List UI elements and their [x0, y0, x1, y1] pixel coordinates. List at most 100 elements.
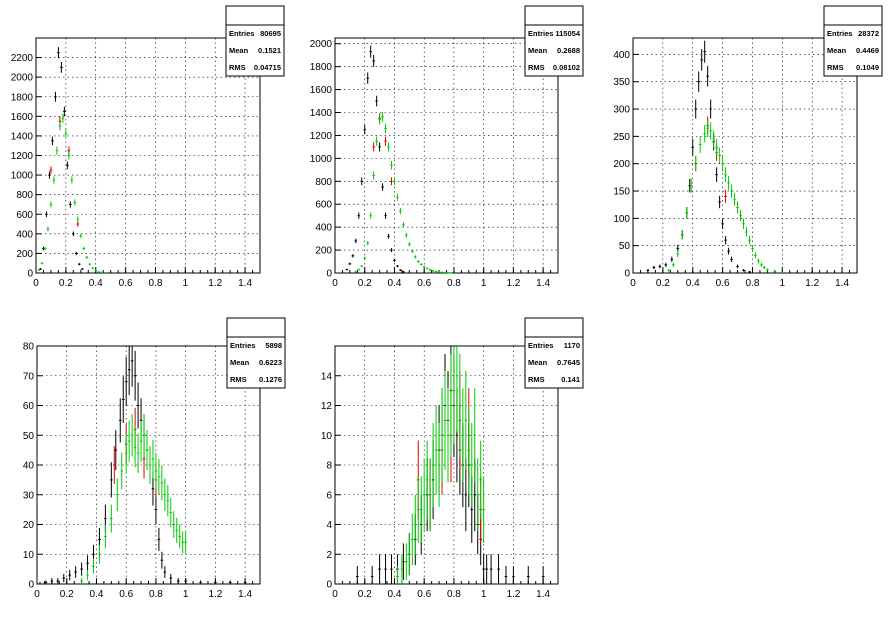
- data-point: [50, 166, 53, 174]
- y-tick-label: 1000: [11, 171, 34, 182]
- y-tick-label: 300: [613, 105, 630, 116]
- data-point: [80, 562, 83, 575]
- data-point: [703, 41, 706, 63]
- data-point: [116, 478, 119, 511]
- series-3: [396, 346, 485, 584]
- x-tick-label: 0.6: [119, 278, 133, 289]
- stats-label: RMS: [827, 63, 844, 72]
- x-tick-label: 0.6: [716, 278, 730, 289]
- data-point: [357, 269, 360, 271]
- data-point: [375, 137, 378, 146]
- chart-panel-3: 0 0.2 0.4 0.6 0.8 1 1.2 1.4 0 50 100 150 200 250 300 35…: [613, 6, 882, 289]
- stats-label: RMS: [230, 375, 247, 384]
- data-point: [384, 213, 387, 219]
- data-point: [393, 259, 396, 262]
- data-point: [703, 125, 706, 142]
- data-point: [742, 219, 745, 229]
- data-point: [721, 156, 724, 171]
- data-point: [119, 398, 122, 442]
- stats-value: 0.1521: [258, 46, 281, 55]
- data-point: [152, 440, 155, 479]
- data-point: [48, 171, 51, 178]
- data-point: [435, 406, 438, 495]
- y-tick-label: 10: [321, 431, 333, 442]
- data-point: [390, 161, 393, 169]
- data-point: [745, 227, 748, 236]
- data-point: [423, 458, 426, 531]
- data-point: [352, 254, 355, 257]
- data-point: [161, 552, 164, 569]
- y-tick-label: 200: [613, 159, 630, 170]
- data-point: [429, 269, 432, 271]
- data-point: [120, 453, 123, 490]
- data-point: [691, 139, 694, 156]
- data-point: [405, 543, 408, 579]
- x-tick-label: 0.6: [119, 589, 133, 600]
- data-point: [78, 263, 81, 265]
- data-point: [396, 265, 399, 267]
- data-point: [706, 119, 709, 137]
- data-point: [718, 196, 721, 208]
- data-point: [372, 55, 375, 67]
- data-point: [100, 272, 103, 273]
- data-point: [39, 582, 42, 584]
- data-point: [727, 248, 730, 255]
- x-tick-label: 1.4: [238, 278, 252, 289]
- x-tick-label: 1.4: [835, 278, 849, 289]
- stats-value: 0.1049: [856, 63, 879, 72]
- y-tick-label: 0: [326, 269, 332, 280]
- data-point: [86, 570, 89, 580]
- y-tick-label: 400: [613, 50, 630, 61]
- data-point: [390, 177, 393, 185]
- data-point: [724, 190, 727, 203]
- data-point: [363, 257, 366, 260]
- y-tick-label: 150: [613, 187, 630, 198]
- y-tick-label: 1600: [11, 112, 34, 123]
- data-point: [57, 578, 60, 584]
- data-point: [378, 114, 381, 124]
- data-point: [69, 201, 72, 207]
- x-tick-label: 1: [481, 589, 487, 600]
- data-point: [131, 346, 134, 387]
- data-point: [56, 146, 59, 154]
- data-point: [441, 388, 444, 482]
- data-point: [51, 136, 54, 145]
- stats-label: Mean: [229, 46, 249, 55]
- data-point: [94, 270, 97, 272]
- data-point: [766, 268, 769, 271]
- data-point: [426, 267, 429, 269]
- data-point: [411, 514, 414, 566]
- x-tick-label: 1.4: [536, 589, 550, 600]
- data-point: [161, 466, 164, 501]
- x-tick-label: 0.8: [746, 278, 760, 289]
- x-tick-label: 1.4: [536, 278, 550, 289]
- data-point: [125, 433, 128, 472]
- data-point: [497, 554, 500, 584]
- series-1: [39, 47, 83, 270]
- data-point: [742, 269, 745, 271]
- data-point: [54, 92, 57, 102]
- chart-panel-2: 0 0.2 0.4 0.6 0.8 1 1.2 1.402004006008001000120…: [310, 6, 583, 289]
- data-point: [417, 260, 420, 263]
- data-point: [751, 245, 754, 252]
- x-tick-label: 0: [34, 589, 40, 600]
- data-point: [387, 142, 390, 151]
- stats-box: Entries 1170Mean 0.7645RMS 0.141: [525, 318, 583, 388]
- y-tick-label: 400: [315, 223, 332, 234]
- stats-label: RMS: [229, 63, 246, 72]
- series-3: [38, 114, 103, 273]
- x-tick-label: 0.4: [89, 278, 103, 289]
- series-3: [355, 112, 453, 273]
- data-point: [482, 476, 485, 543]
- data-point: [164, 478, 167, 511]
- x-tick-label: 1.2: [506, 278, 520, 289]
- data-point: [441, 271, 444, 273]
- data-point: [736, 201, 739, 213]
- data-point: [149, 446, 152, 484]
- y-tick-label: 2: [326, 550, 332, 561]
- data-point: [730, 184, 733, 197]
- x-tick-label: 0.4: [90, 589, 104, 600]
- stats-value: 115054: [555, 29, 580, 38]
- data-point: [694, 100, 697, 119]
- data-point: [401, 554, 404, 584]
